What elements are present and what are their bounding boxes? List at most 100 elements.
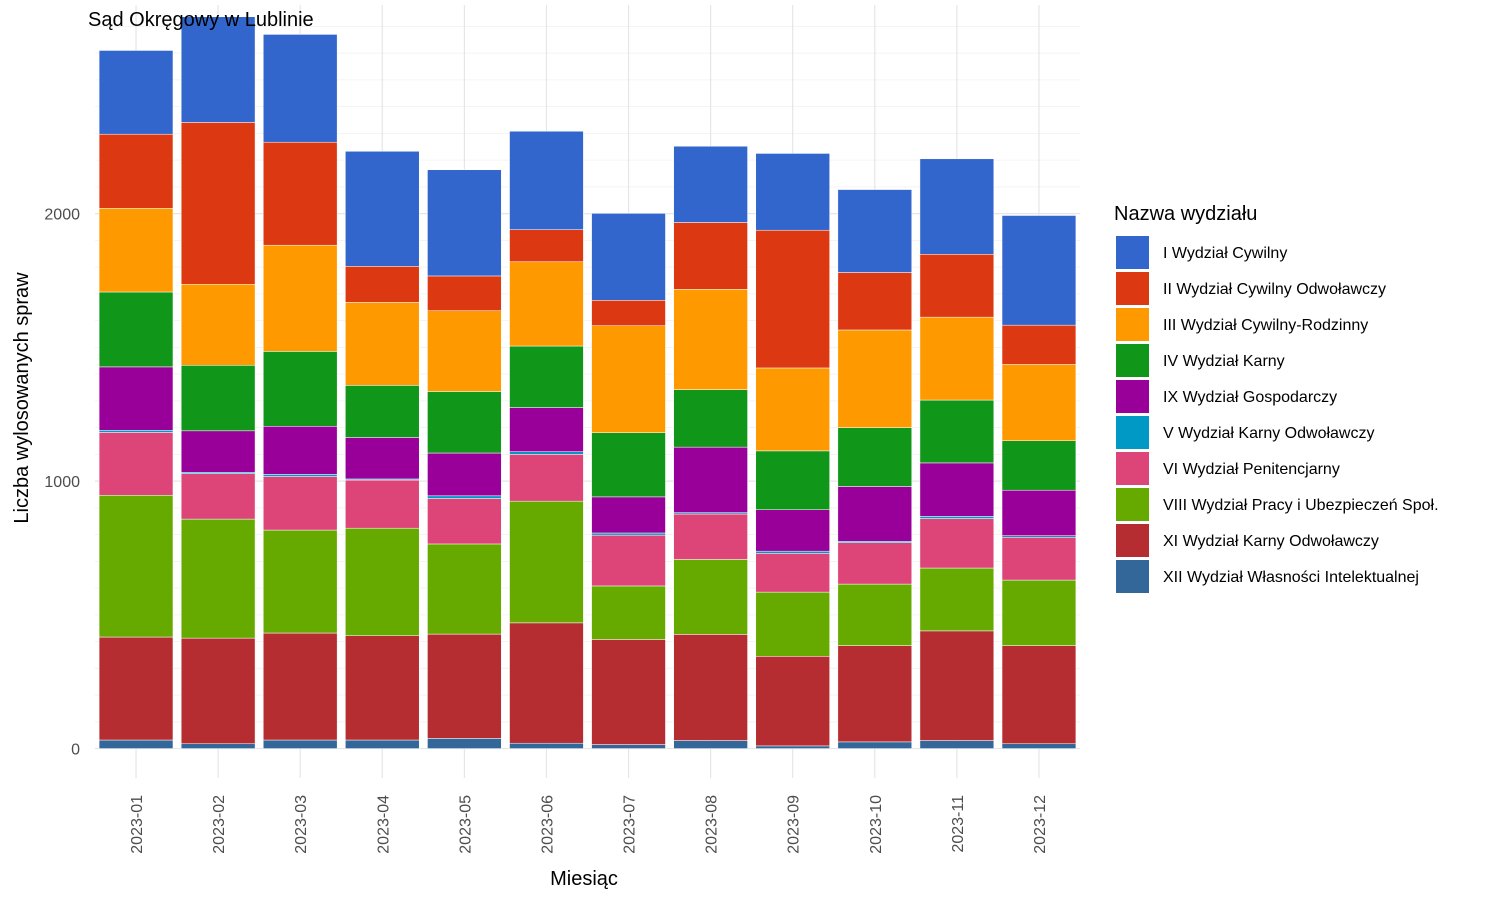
bar-segment: [345, 527, 420, 636]
legend: I Wydział Cywilny II Wydział Cywilny Odwo…: [1116, 236, 1439, 593]
bar-segment: [263, 739, 338, 749]
legend-label: I Wydział Cywilny: [1163, 245, 1287, 262]
bar-segment: [263, 351, 338, 427]
bar-segment: [180, 743, 256, 749]
y-tick-label: 0: [71, 742, 80, 759]
legend-title: Nazwa wydziału: [1114, 203, 1257, 225]
x-tick-label: 2023-09: [786, 795, 803, 854]
bar-segment: [98, 133, 174, 209]
x-axis-title: Miesiąc: [550, 868, 618, 890]
bar-segment: [837, 189, 912, 273]
bar-segment: [427, 633, 502, 739]
bar-segment: [919, 462, 995, 517]
bar-segment: [591, 585, 666, 640]
bar-segment: [755, 509, 830, 552]
bar-segment: [673, 446, 748, 513]
legend-swatch: [1116, 560, 1149, 593]
bar-segment: [98, 495, 174, 638]
bar-segment: [345, 739, 420, 749]
bar-segment: [673, 222, 748, 290]
bar-segment: [755, 153, 830, 231]
bar-segment: [837, 272, 912, 331]
x-tick-label: 2023-06: [539, 795, 556, 854]
bar-segment: [673, 740, 748, 749]
legend-label: XII Wydział Własności Intelektualnej: [1163, 569, 1419, 586]
bar-segment: [180, 365, 256, 432]
bar-segment: [180, 283, 256, 366]
bar-segment: [509, 454, 584, 502]
bar-segment: [509, 130, 584, 230]
bar-segment: [591, 496, 666, 534]
x-tick-label: 2023-11: [950, 795, 967, 853]
bar-segment: [98, 636, 174, 741]
bar-segment: [919, 518, 995, 569]
bar-segment: [427, 169, 502, 277]
bars: [98, 16, 1077, 749]
legend-label: XI Wydział Karny Odwoławczy: [1163, 533, 1379, 550]
bar-segment: [180, 473, 256, 520]
legend-label: VI Wydział Penitencjarny: [1163, 461, 1340, 478]
bar-segment: [919, 254, 995, 318]
bar-segment: [1001, 324, 1077, 365]
bar-segment: [263, 474, 338, 477]
bar-segment: [98, 739, 174, 749]
legend-label: III Wydział Cywilny-Rodzinny: [1163, 317, 1368, 334]
bar-segment: [98, 432, 174, 496]
legend-swatch: [1116, 344, 1149, 377]
bar-segment: [673, 289, 748, 390]
bar-segment: [263, 426, 338, 475]
x-tick-label: 2023-07: [622, 795, 639, 854]
x-tick-label: 2023-12: [1032, 795, 1049, 854]
bar-segment: [509, 345, 584, 408]
bar-segment: [180, 637, 256, 745]
bar-segment: [837, 583, 912, 646]
bar-segment: [427, 498, 502, 545]
bar-segment: [180, 122, 256, 285]
bar-segment: [1001, 364, 1077, 441]
bar-segment: [591, 532, 666, 536]
bar-segment: [263, 529, 338, 634]
bar-segment: [1001, 579, 1077, 646]
y-tick-label: 1000: [44, 474, 80, 491]
bar-segment: [919, 567, 995, 632]
bar-segment: [673, 513, 748, 560]
bar-segment: [919, 630, 995, 741]
legend-label: VIII Wydział Pracy i Ubezpieczeń Społ.: [1163, 497, 1439, 514]
bar-segment: [837, 427, 912, 487]
legend-label: IX Wydział Gospodarczy: [1163, 389, 1337, 406]
bar-segment: [509, 622, 584, 744]
bar-segment: [755, 656, 830, 747]
bar-segment: [509, 229, 584, 263]
bar-segment: [755, 553, 830, 593]
x-tick-label: 2023-01: [129, 795, 146, 854]
bar-segment: [919, 158, 995, 255]
bar-segment: [345, 302, 420, 386]
bar-segment: [1001, 215, 1077, 326]
legend-swatch: [1116, 488, 1149, 521]
x-tick-label: 2023-02: [211, 795, 228, 854]
x-tick-label: 2023-10: [868, 795, 885, 854]
bar-segment: [591, 213, 666, 301]
bar-segment: [509, 500, 584, 624]
bar-segment: [98, 366, 174, 431]
bar-segment: [673, 559, 748, 635]
bar-segment: [919, 399, 995, 464]
bar-segment: [427, 310, 502, 392]
bar-segment: [263, 34, 338, 143]
bar-segment: [755, 745, 830, 749]
bar-segment: [919, 516, 995, 519]
legend-swatch: [1116, 308, 1149, 341]
bar-segment: [180, 16, 256, 123]
bar-segment: [591, 639, 666, 745]
bar-segment: [427, 391, 502, 454]
bar-segment: [263, 244, 338, 352]
x-tick-label: 2023-04: [375, 795, 392, 854]
bar-segment: [98, 291, 174, 368]
chart-title: Sąd Okręgowy w Lublinie: [88, 9, 314, 31]
bar-segment: [591, 325, 666, 433]
bar-segment: [837, 542, 912, 585]
bar-segment: [1001, 743, 1077, 749]
bar-segment: [263, 632, 338, 741]
